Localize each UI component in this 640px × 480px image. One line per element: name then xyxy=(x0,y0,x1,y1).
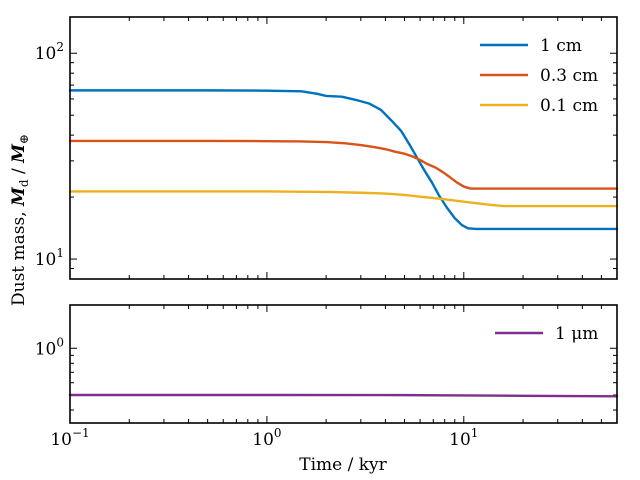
legend-label: 1 μm xyxy=(555,324,598,344)
series-line xyxy=(68,393,619,398)
y-axis-label-sep: / xyxy=(9,163,29,180)
y-tick-label: 102 xyxy=(35,40,64,64)
x-axis-label: Time / kyr xyxy=(299,455,387,475)
legend-label: 1 cm xyxy=(540,36,582,56)
top-panel: 1 cm 0.3 cm 0.1 cm 101 102 xyxy=(35,16,619,280)
series-line xyxy=(68,190,619,208)
series-line xyxy=(68,139,619,190)
y-axis-label-sub1: d xyxy=(17,179,31,187)
bottom-panel: 1 μm 100 10−1 100 101 xyxy=(35,304,619,450)
series-line xyxy=(68,89,619,231)
bottom-grid-ticks xyxy=(69,305,618,423)
top-series-lines xyxy=(68,89,619,231)
legend-label: 0.1 cm xyxy=(540,96,598,116)
top-grid-ticks xyxy=(69,17,618,280)
y-axis-label-m1: M xyxy=(9,186,29,207)
bottom-series-lines xyxy=(68,393,619,398)
y-axis-label-lead: Dust mass, xyxy=(9,206,29,306)
y-tick-label: 101 xyxy=(35,246,64,270)
y-axis-label: Dust mass, Md / M⊕ xyxy=(9,134,31,306)
x-tick-label: 100 xyxy=(252,426,281,450)
top-legend: 1 cm 0.3 cm 0.1 cm xyxy=(480,36,598,116)
x-tick-label: 101 xyxy=(449,426,478,450)
legend-label: 0.3 cm xyxy=(540,66,598,86)
top-plot-frame xyxy=(69,16,618,280)
bottom-legend: 1 μm xyxy=(495,324,598,344)
x-tick-label: 10−1 xyxy=(50,426,89,450)
y-axis-label-sub2: ⊕ xyxy=(17,134,31,144)
y-axis-label-m2: M xyxy=(9,143,29,164)
top-tick-labels: 101 102 xyxy=(35,40,64,270)
y-tick-label: 100 xyxy=(35,335,64,359)
bottom-plot-frame xyxy=(69,304,618,424)
bottom-tick-labels: 100 10−1 100 101 xyxy=(35,335,479,450)
